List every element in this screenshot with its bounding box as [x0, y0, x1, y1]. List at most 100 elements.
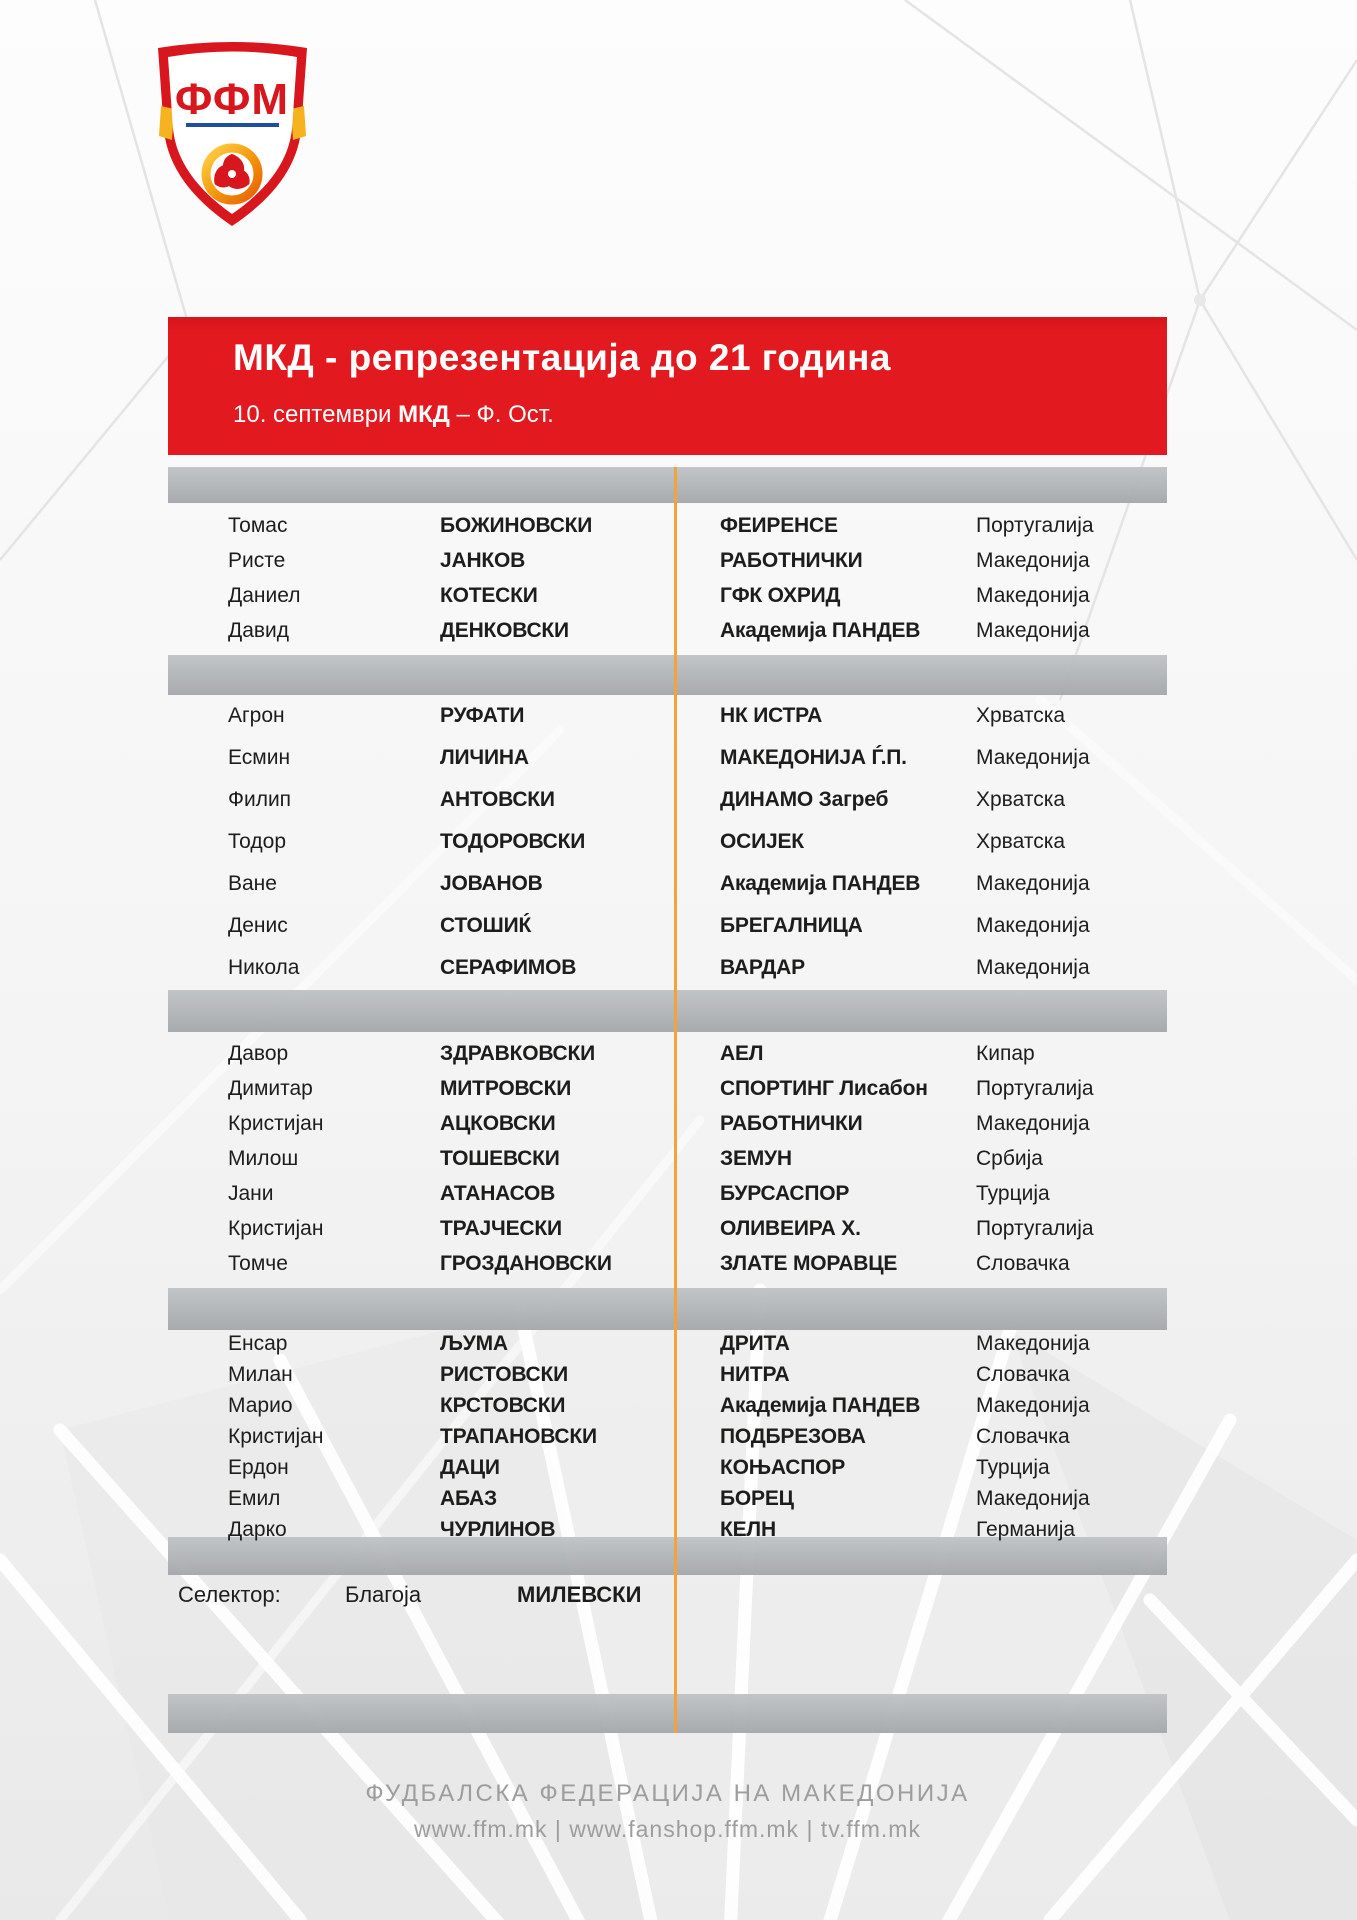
- player-row: Кристијан ТРАПАНОВСКИ ПОДБРЕЗОВА Словачк…: [168, 1421, 1167, 1452]
- player-row: Кристијан АЦКОВСКИ РАБОТНИЧКИ Македонија: [168, 1106, 1167, 1141]
- player-first-name: Кристијан: [228, 1425, 324, 1448]
- player-row: Томас БОЖИНОВСКИ ФЕИРЕНСЕ Португалија: [168, 508, 1167, 543]
- player-group-4: Енсар ЉУМА ДРИТА Македонија Милан РИСТОВ…: [168, 1328, 1167, 1545]
- player-last-name: МИТРОВСКИ: [440, 1077, 572, 1100]
- player-group-2: Агрон РУФАТИ НК ИСТРА Хрватска Есмин ЛИЧ…: [168, 695, 1167, 989]
- gold-stripe-right: [291, 106, 306, 140]
- player-first-name: Ване: [228, 872, 277, 895]
- coach-label: Селектор:: [178, 1582, 281, 1607]
- ball-icon: [201, 143, 263, 205]
- player-row: Филип АНТОВСКИ ДИНАМО Загреб Хрватска: [168, 779, 1167, 821]
- footer-links: www.ffm.mk | www.fanshop.ffm.mk | tv.ffm…: [414, 1816, 921, 1842]
- player-last-name: РИСТОВСКИ: [440, 1363, 569, 1386]
- player-last-name: ТОШЕВСКИ: [440, 1147, 560, 1170]
- player-club: Академија ПАНДЕВ: [720, 619, 921, 642]
- player-last-name: АЦКОВСКИ: [440, 1112, 556, 1135]
- player-first-name: Давор: [228, 1042, 289, 1065]
- player-club: СПОРТИНГ Лисабон: [720, 1077, 928, 1100]
- player-country: Германија: [976, 1518, 1076, 1541]
- player-club: РАБОТНИЧКИ: [720, 549, 863, 572]
- player-country: Македонија: [976, 1112, 1090, 1135]
- section-divider-3: [168, 990, 1167, 1032]
- player-club: АЕЛ: [720, 1042, 764, 1065]
- player-row: Дарко ЧУРЛИНОВ КЕЛН Германија: [168, 1514, 1167, 1545]
- player-group-1: Томас БОЖИНОВСКИ ФЕИРЕНСЕ Португалија Ри…: [168, 508, 1167, 648]
- player-club: ФЕИРЕНСЕ: [720, 514, 838, 537]
- player-last-name: БОЖИНОВСКИ: [440, 514, 593, 537]
- section-divider-2: [168, 655, 1167, 695]
- player-club: ГФК ОХРИД: [720, 584, 841, 607]
- player-last-name: ТОДОРОВСКИ: [440, 830, 586, 853]
- footer: ФУДБАЛСКА ФЕДЕРАЦИЈА НА МАКЕДОНИЈА www.f…: [168, 1780, 1167, 1843]
- page-title: МКД - репрезентација до 21 година: [233, 337, 892, 378]
- player-club: КОЊАСПОР: [720, 1456, 846, 1479]
- player-last-name: ЈОВАНОВ: [440, 872, 543, 895]
- player-last-name: ГРОЗДАНОВСКИ: [440, 1252, 612, 1275]
- player-club: НИТРА: [720, 1363, 790, 1386]
- player-first-name: Енсар: [228, 1332, 288, 1355]
- match-date-text: 10. септември: [233, 401, 399, 428]
- player-row: Димитар МИТРОВСКИ СПОРТИНГ Лисабон Порту…: [168, 1071, 1167, 1106]
- player-club: ОЛИВЕИРА Х.: [720, 1217, 861, 1240]
- match-team: МКД: [398, 401, 450, 428]
- player-last-name: ДАЦИ: [440, 1456, 500, 1479]
- player-club: ОСИЈЕК: [720, 830, 804, 853]
- player-club: БУРСАСПОР: [720, 1182, 850, 1205]
- player-last-name: ЛИЧИНА: [440, 746, 529, 769]
- player-country: Србија: [976, 1147, 1043, 1170]
- player-row: Јани АТАНАСОВ БУРСАСПОР Турција: [168, 1176, 1167, 1211]
- player-club: РАБОТНИЧКИ: [720, 1112, 863, 1135]
- coach-last-name: МИЛЕВСКИ: [517, 1582, 642, 1607]
- player-country: Македонија: [976, 1394, 1090, 1417]
- player-row: Давор ЗДРАВКОВСКИ АЕЛ Кипар: [168, 1036, 1167, 1071]
- player-last-name: АБАЗ: [440, 1487, 497, 1510]
- player-country: Турција: [976, 1182, 1050, 1205]
- header-banner: МКД - репрезентација до 21 година 10. се…: [168, 317, 1167, 455]
- player-row: Тодор ТОДОРОВСКИ ОСИЈЕК Хрватска: [168, 821, 1167, 863]
- player-last-name: СТОШИЌ: [440, 914, 532, 937]
- player-last-name: ТРАЈЧЕСКИ: [440, 1217, 562, 1240]
- ffm-logo: ФФМ: [150, 36, 315, 232]
- player-first-name: Милан: [228, 1363, 293, 1386]
- player-first-name: Томче: [228, 1252, 288, 1275]
- player-row: Емил АБАЗ БОРЕЦ Македонија: [168, 1483, 1167, 1514]
- player-row: Агрон РУФАТИ НК ИСТРА Хрватска: [168, 695, 1167, 737]
- player-country: Португалија: [976, 514, 1094, 537]
- column-divider-line: [674, 467, 677, 1733]
- player-country: Македонија: [976, 584, 1090, 607]
- player-row: Ердон ДАЦИ КОЊАСПОР Турција: [168, 1452, 1167, 1483]
- player-first-name: Јани: [228, 1182, 274, 1205]
- player-row: Енсар ЉУМА ДРИТА Македонија: [168, 1328, 1167, 1359]
- player-country: Словачка: [976, 1252, 1070, 1275]
- player-club: БРЕГАЛНИЦА: [720, 914, 863, 937]
- player-first-name: Димитар: [228, 1077, 313, 1100]
- player-row: Есмин ЛИЧИНА МАКЕДОНИЈА Ѓ.П. Македонија: [168, 737, 1167, 779]
- player-first-name: Кристијан: [228, 1112, 324, 1135]
- player-row: Томче ГРОЗДАНОВСКИ ЗЛАТЕ МОРАВЦЕ Словачк…: [168, 1246, 1167, 1281]
- player-row: Даниел КОТЕСКИ ГФК ОХРИД Македонија: [168, 578, 1167, 613]
- player-first-name: Денис: [228, 914, 288, 937]
- player-club: ВАРДАР: [720, 956, 805, 979]
- player-last-name: ДЕНКОВСКИ: [440, 619, 569, 642]
- player-first-name: Ристе: [228, 549, 286, 572]
- section-divider-1: [168, 467, 1167, 503]
- player-first-name: Никола: [228, 956, 300, 979]
- player-club: ДРИТА: [720, 1332, 790, 1355]
- player-club: НК ИСТРА: [720, 704, 823, 727]
- player-first-name: Милош: [228, 1147, 299, 1170]
- player-row: Ристе ЈАНКОВ РАБОТНИЧКИ Македонија: [168, 543, 1167, 578]
- player-club: Академија ПАНДЕВ: [720, 872, 921, 895]
- section-divider-6: [168, 1694, 1167, 1733]
- player-row: Ване ЈОВАНОВ Академија ПАНДЕВ Македонија: [168, 863, 1167, 905]
- player-club: БОРЕЦ: [720, 1487, 794, 1510]
- player-last-name: РУФАТИ: [440, 704, 525, 727]
- player-club: ЗЕМУН: [720, 1147, 792, 1170]
- player-country: Словачка: [976, 1425, 1070, 1448]
- player-last-name: ЉУМА: [440, 1332, 508, 1355]
- logo-divider: [186, 123, 279, 127]
- player-first-name: Тодор: [228, 830, 287, 853]
- player-row: Милош ТОШЕВСКИ ЗЕМУН Србија: [168, 1141, 1167, 1176]
- player-first-name: Ердон: [228, 1456, 289, 1479]
- player-country: Хрватска: [976, 788, 1066, 811]
- player-last-name: СЕРАФИМОВ: [440, 956, 577, 979]
